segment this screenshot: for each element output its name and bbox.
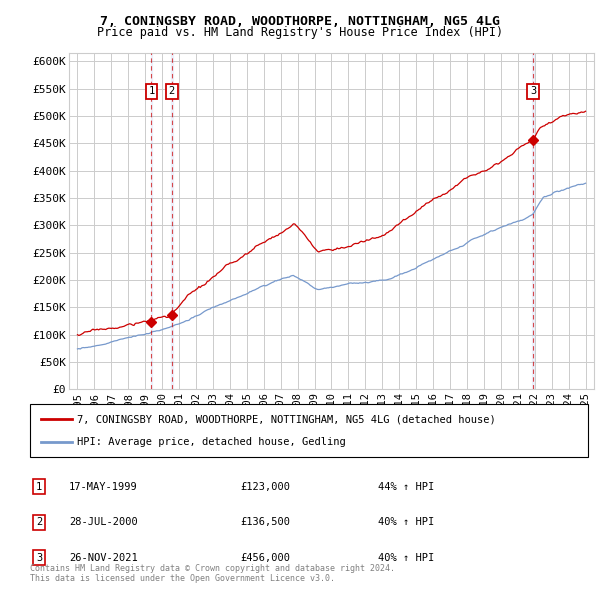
Text: 28-JUL-2000: 28-JUL-2000 [69, 517, 138, 527]
Text: 17-MAY-1999: 17-MAY-1999 [69, 482, 138, 491]
Bar [171, 53, 173, 389]
Text: 2: 2 [169, 86, 175, 96]
Text: 7, CONINGSBY ROAD, WOODTHORPE, NOTTINGHAM, NG5 4LG (detached house): 7, CONINGSBY ROAD, WOODTHORPE, NOTTINGHA… [77, 414, 496, 424]
Text: 1: 1 [36, 482, 42, 491]
FancyBboxPatch shape [30, 404, 588, 457]
Text: 26-NOV-2021: 26-NOV-2021 [69, 553, 138, 562]
Text: Price paid vs. HM Land Registry's House Price Index (HPI): Price paid vs. HM Land Registry's House … [97, 26, 503, 39]
Text: 2: 2 [36, 517, 42, 527]
Text: HPI: Average price, detached house, Gedling: HPI: Average price, detached house, Gedl… [77, 437, 346, 447]
Bar [532, 53, 534, 389]
Text: 7, CONINGSBY ROAD, WOODTHORPE, NOTTINGHAM, NG5 4LG: 7, CONINGSBY ROAD, WOODTHORPE, NOTTINGHA… [100, 15, 500, 28]
Text: £123,000: £123,000 [240, 482, 290, 491]
Text: 1: 1 [148, 86, 155, 96]
Text: 44% ↑ HPI: 44% ↑ HPI [378, 482, 434, 491]
Text: £456,000: £456,000 [240, 553, 290, 562]
Text: 3: 3 [36, 553, 42, 562]
Bar [151, 53, 152, 389]
Text: Contains HM Land Registry data © Crown copyright and database right 2024.
This d: Contains HM Land Registry data © Crown c… [30, 563, 395, 583]
Text: £136,500: £136,500 [240, 517, 290, 527]
Text: 40% ↑ HPI: 40% ↑ HPI [378, 553, 434, 562]
Text: 3: 3 [530, 86, 536, 96]
Text: 40% ↑ HPI: 40% ↑ HPI [378, 517, 434, 527]
